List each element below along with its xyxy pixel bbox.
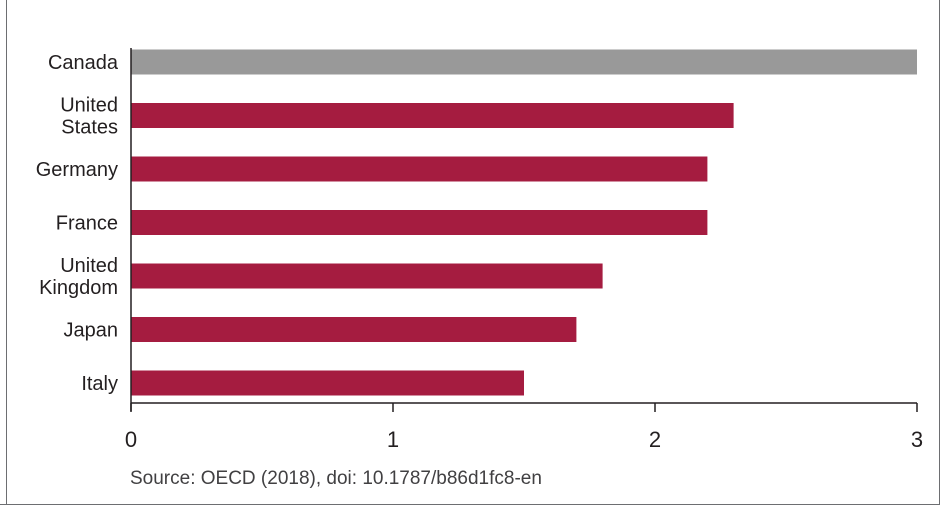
x-tick-label-1: 1 (387, 427, 399, 452)
category-label-france: France (56, 213, 118, 235)
category-label-united-kingdom: United Kingdom (39, 255, 118, 299)
bar-united-kingdom (131, 263, 603, 289)
x-tick-label-2: 2 (649, 427, 661, 452)
bar-italy (131, 370, 524, 396)
category-label-japan: Japan (64, 320, 119, 342)
bars-group (131, 49, 917, 396)
x-tick-label-3: 3 (911, 427, 923, 452)
chart-frame-left-border (6, 0, 7, 505)
bar-united-states (131, 103, 734, 128)
bar-japan (131, 317, 577, 342)
bar-canada (131, 49, 917, 75)
category-label-italy: Italy (81, 373, 118, 395)
category-label-canada: Canada (48, 52, 119, 74)
bar-germany (131, 156, 708, 182)
category-label-germany: Germany (36, 159, 118, 181)
bar-france (131, 210, 708, 235)
category-labels: Canada United States Germany France United Kin… (36, 52, 119, 395)
x-tick-label-0: 0 (125, 427, 137, 452)
chart-source-note: Source: OECD (2018), doi: 10.1787/b86d1f… (130, 468, 542, 489)
category-label-united-states: United States (60, 95, 118, 139)
x-axis-ticks: 0 1 2 3 (125, 403, 923, 452)
